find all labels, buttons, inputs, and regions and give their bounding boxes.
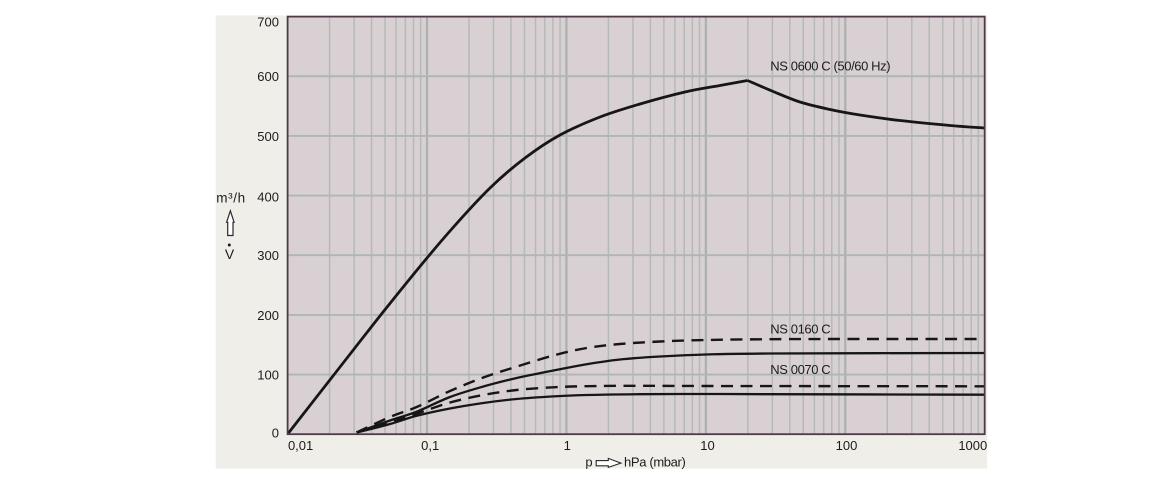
svg-text:100: 100 bbox=[257, 367, 279, 382]
svg-text:400: 400 bbox=[257, 190, 279, 205]
svg-text:hPa (mbar): hPa (mbar) bbox=[624, 455, 686, 470]
svg-text:700: 700 bbox=[257, 14, 279, 29]
svg-text:NS 0160 C: NS 0160 C bbox=[770, 322, 830, 337]
svg-text:V: V bbox=[225, 246, 235, 262]
svg-text:NS 0070 C: NS 0070 C bbox=[770, 362, 830, 377]
svg-text:500: 500 bbox=[257, 129, 279, 144]
svg-text:300: 300 bbox=[257, 248, 279, 263]
svg-text:10: 10 bbox=[700, 438, 714, 453]
svg-text:m³/h: m³/h bbox=[216, 191, 245, 206]
svg-text:0: 0 bbox=[272, 426, 279, 441]
svg-text:600: 600 bbox=[257, 69, 279, 84]
svg-text:100: 100 bbox=[836, 438, 858, 453]
svg-text:200: 200 bbox=[257, 308, 279, 323]
svg-text:0,1: 0,1 bbox=[421, 438, 439, 453]
svg-text:NS 0600 C (50/60 Hz): NS 0600 C (50/60 Hz) bbox=[770, 58, 890, 73]
svg-text:1000: 1000 bbox=[958, 438, 987, 453]
svg-text:1: 1 bbox=[564, 438, 571, 453]
svg-text:0,01: 0,01 bbox=[288, 438, 313, 453]
svg-text:p: p bbox=[585, 455, 592, 470]
